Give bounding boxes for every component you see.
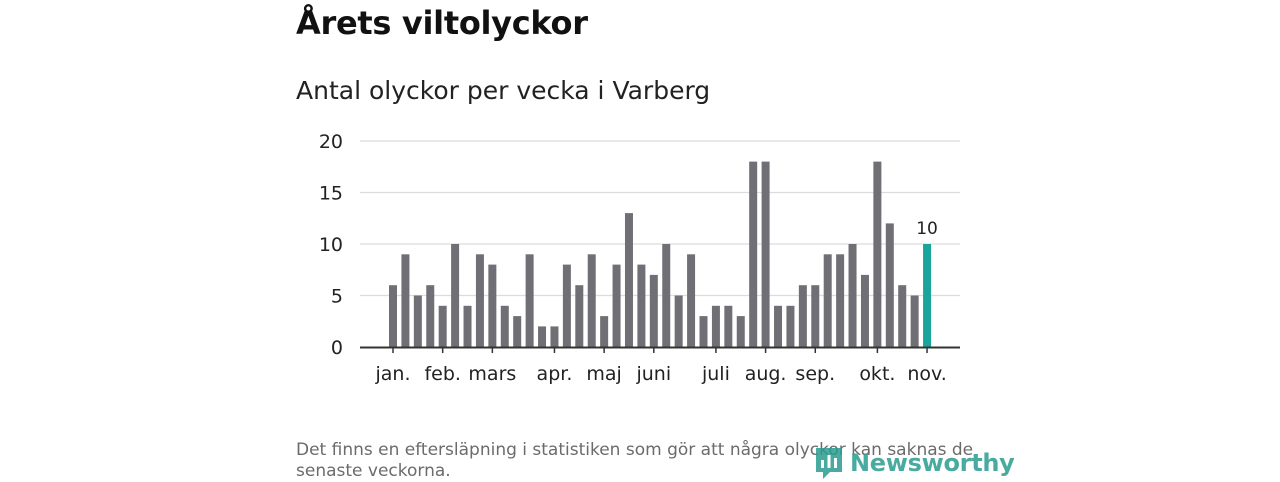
x-tick-label: okt. bbox=[859, 363, 895, 385]
bar bbox=[637, 264, 646, 347]
bar bbox=[724, 305, 733, 347]
bar bbox=[860, 274, 869, 347]
x-tick-label: mars bbox=[468, 363, 516, 385]
bar bbox=[500, 305, 509, 347]
x-tick-label: juli bbox=[701, 363, 730, 385]
x-tick-label: maj bbox=[586, 363, 621, 385]
bar bbox=[475, 254, 484, 347]
bar bbox=[600, 316, 609, 347]
x-tick-label: jan. bbox=[374, 363, 410, 385]
bar bbox=[761, 161, 770, 347]
x-tick-label: apr. bbox=[537, 363, 573, 385]
bar bbox=[451, 244, 460, 347]
bar bbox=[823, 254, 832, 347]
bar bbox=[711, 305, 720, 347]
bar bbox=[898, 285, 907, 347]
brand-logo: Newsworthy bbox=[814, 446, 1015, 480]
bar bbox=[885, 223, 894, 347]
x-tick-label: sep. bbox=[795, 363, 835, 385]
bar bbox=[662, 244, 671, 347]
bar bbox=[538, 326, 547, 347]
x-tick-label: nov. bbox=[907, 363, 946, 385]
x-tick-label: juni bbox=[635, 363, 671, 385]
y-tick-label: 5 bbox=[331, 286, 343, 308]
bar bbox=[786, 305, 795, 347]
bar bbox=[426, 285, 435, 347]
bar bbox=[389, 285, 397, 347]
bar bbox=[575, 285, 584, 347]
y-tick-label: 10 bbox=[319, 234, 343, 256]
y-tick-label: 15 bbox=[319, 183, 343, 205]
bar bbox=[525, 254, 534, 347]
bar bbox=[401, 254, 410, 347]
page-title: Årets viltolyckor bbox=[296, 4, 588, 42]
bar bbox=[736, 316, 745, 347]
bar bbox=[848, 244, 857, 347]
x-tick-label: feb. bbox=[424, 363, 460, 385]
bar bbox=[612, 264, 621, 347]
bar bbox=[873, 161, 882, 347]
newsworthy-logo-icon bbox=[816, 448, 842, 479]
bar bbox=[488, 264, 497, 347]
bar-chart: 0 5 10 15 20 10 jan. feb. mars apr. maj juni juli aug… bbox=[319, 131, 960, 385]
x-tick-label: aug. bbox=[745, 363, 787, 385]
bar bbox=[687, 254, 696, 347]
bar bbox=[562, 264, 571, 347]
bar bbox=[550, 326, 559, 347]
bar bbox=[811, 285, 820, 347]
footnote: Det finns en eftersläpning i statistiken… bbox=[296, 440, 974, 481]
bar bbox=[438, 305, 447, 347]
bar bbox=[513, 316, 522, 347]
bar bbox=[749, 161, 758, 347]
bar bbox=[649, 274, 658, 347]
y-tick-label: 0 bbox=[331, 337, 343, 359]
bar bbox=[836, 254, 845, 347]
chart-subtitle: Antal olyckor per vecka i Varberg bbox=[296, 76, 711, 105]
bar bbox=[699, 316, 708, 347]
y-tick-label: 20 bbox=[319, 131, 343, 153]
data-label: 10 bbox=[916, 219, 938, 239]
bar bbox=[463, 305, 472, 347]
bar bbox=[910, 295, 919, 347]
bar bbox=[587, 254, 596, 347]
brand-name: Newsworthy bbox=[850, 449, 1015, 477]
bar bbox=[624, 213, 633, 347]
bar bbox=[774, 305, 783, 347]
bar-highlight bbox=[923, 244, 932, 347]
bar bbox=[798, 285, 807, 347]
bar bbox=[413, 295, 422, 347]
bar bbox=[674, 295, 683, 347]
